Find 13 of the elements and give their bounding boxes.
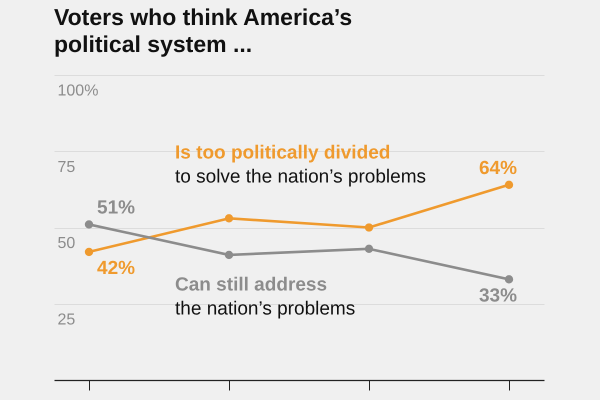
data-label: 42% (97, 258, 136, 279)
chart-title: Voters who think America’s political system ... (54, 4, 352, 57)
annotation: the nation’s problems (175, 298, 356, 320)
text: Is too politically divided (175, 142, 390, 164)
data-label: 51% (97, 197, 136, 218)
y-tick-label: 50 (58, 235, 76, 252)
data-label: 64% (478, 158, 518, 179)
data-label: 33% (478, 285, 518, 306)
y-tick-label: 25 (58, 311, 76, 328)
y-tick-label: 100% (58, 82, 98, 100)
annotation: to solve the nation’s problems (175, 166, 426, 188)
series-label: Can still address (175, 274, 328, 296)
y-tick-label: 75 (58, 158, 76, 176)
